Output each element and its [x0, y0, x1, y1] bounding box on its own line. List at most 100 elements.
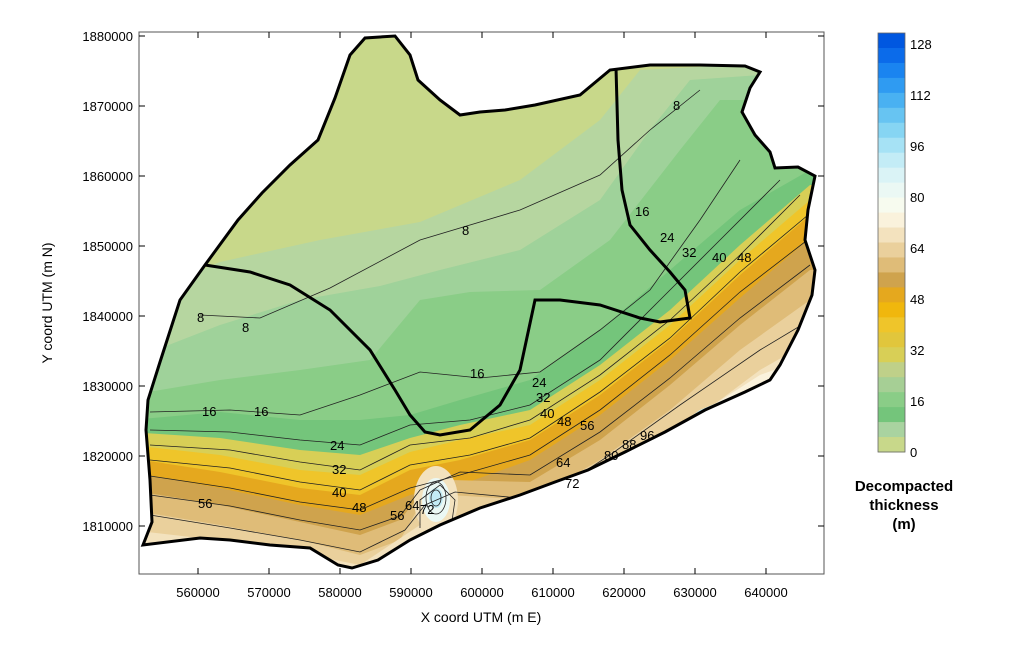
contour-label: 48 — [557, 414, 571, 429]
y-axis-title: Y coord UTM (m N) — [39, 242, 55, 363]
colorbar-swatch — [878, 272, 905, 288]
colorbar-swatch — [878, 212, 905, 229]
colorbar-swatch — [878, 257, 905, 273]
colorbar-swatch — [878, 122, 905, 139]
x-tick-label: 620000 — [602, 585, 645, 600]
colorbar-swatch — [878, 287, 905, 303]
contour-label: 48 — [352, 500, 366, 515]
contour-label: 24 — [532, 375, 546, 390]
contour-label: 24 — [330, 438, 344, 453]
y-tick-label: 1840000 — [82, 309, 133, 324]
colorbar-swatch — [878, 92, 905, 109]
x-tick-label: 560000 — [176, 585, 219, 600]
colorbar — [877, 32, 906, 453]
y-tick-label: 1810000 — [82, 519, 133, 534]
contour-label: 16 — [254, 404, 268, 419]
x-tick-label: 630000 — [673, 585, 716, 600]
contour-label: 56 — [198, 496, 212, 511]
contour-label: 64 — [556, 455, 570, 470]
contour-labels: 8 8 8 8 16 16 16 16 24 24 24 32 32 32 40… — [197, 98, 751, 523]
contour-label: 8 — [462, 223, 469, 238]
contour-label: 40 — [332, 485, 346, 500]
contour-label: 40 — [712, 250, 726, 265]
domain-boundaries — [140, 34, 817, 570]
x-tick-label: 610000 — [531, 585, 574, 600]
colorbar-title: Decompacted thickness (m) — [855, 478, 953, 533]
colorbar-swatch — [878, 137, 905, 154]
colorbar-swatch — [878, 347, 905, 363]
contour-label: 32 — [682, 245, 696, 260]
colorbar-swatch — [878, 377, 905, 393]
colorbar-title-line: (m) — [892, 516, 915, 533]
colorbar-label: 32 — [910, 343, 924, 358]
colorbar-swatch — [878, 227, 905, 243]
colorbar-label: 112 — [910, 88, 931, 103]
colorbar-label: 96 — [910, 139, 924, 154]
colorbar-swatch — [878, 33, 905, 49]
contour-label: 72 — [565, 476, 579, 491]
colorbar-swatch — [878, 362, 905, 378]
contour-label: 88 — [622, 437, 636, 452]
colorbar-swatch — [878, 317, 905, 333]
colorbar-title-line: Decompacted — [855, 478, 953, 495]
x-tick-label: 570000 — [247, 585, 290, 600]
contour-label: 64 — [405, 498, 419, 513]
y-tick-labels: 1880000 1870000 1860000 1850000 1840000 … — [82, 29, 133, 534]
contour-label: 8 — [242, 320, 249, 335]
colorbar-frame — [877, 32, 906, 453]
contour-label: 48 — [737, 250, 751, 265]
colorbar-labels: 128 112 96 80 64 48 32 16 0 — [910, 37, 932, 460]
x-tick-labels: 560000 570000 580000 590000 600000 61000… — [176, 585, 787, 600]
contour-label: 96 — [640, 428, 654, 443]
colorbar-swatch — [878, 197, 905, 214]
colorbar-label: 0 — [910, 445, 917, 460]
colorbar-swatch — [878, 167, 905, 184]
contour-label: 32 — [536, 390, 550, 405]
y-tick-label: 1830000 — [82, 379, 133, 394]
colorbar-swatch — [878, 332, 905, 348]
contour-label: 16 — [202, 404, 216, 419]
contour-label: 8 — [197, 310, 204, 325]
contour-label: 56 — [390, 508, 404, 523]
colorbar-swatch — [878, 152, 905, 169]
colorbar-swatch — [878, 422, 905, 438]
contour-label: 16 — [470, 366, 484, 381]
contour-label: 24 — [660, 230, 674, 245]
colorbar-swatch — [878, 107, 905, 124]
colorbar-swatch — [878, 407, 905, 423]
y-tick-label: 1820000 — [82, 449, 133, 464]
contour-label: 40 — [540, 406, 554, 421]
colorbar-swatch — [878, 242, 905, 258]
colorbar-swatch — [878, 62, 905, 79]
x-tick-label: 640000 — [744, 585, 787, 600]
x-axis — [197, 32, 767, 574]
contour-label: 72 — [420, 502, 434, 517]
y-tick-label: 1850000 — [82, 239, 133, 254]
contour-label: 16 — [635, 204, 649, 219]
x-tick-label: 580000 — [318, 585, 361, 600]
contour-label: 32 — [332, 462, 346, 477]
colorbar-swatch — [878, 437, 905, 453]
x-tick-label: 590000 — [389, 585, 432, 600]
colorbar-label: 48 — [910, 292, 924, 307]
y-axis — [139, 35, 824, 527]
colorbar-swatch — [878, 392, 905, 408]
colorbar-title-line: thickness — [869, 497, 938, 514]
colorbar-label: 128 — [910, 37, 932, 52]
contour-label: 56 — [580, 418, 594, 433]
y-tick-label: 1870000 — [82, 99, 133, 114]
colorbar-swatch — [878, 302, 905, 318]
colorbar-label: 80 — [910, 190, 924, 205]
contour-label: 8 — [673, 98, 680, 113]
y-tick-label: 1860000 — [82, 169, 133, 184]
colorbar-label: 64 — [910, 241, 924, 256]
colorbar-swatch — [878, 47, 905, 64]
contour-label: 80 — [604, 448, 618, 463]
x-tick-label: 600000 — [460, 585, 503, 600]
colorbar-swatch — [878, 77, 905, 94]
colorbar-swatch — [878, 182, 905, 199]
colorbar-label: 16 — [910, 394, 924, 409]
y-tick-label: 1880000 — [82, 29, 133, 44]
x-axis-title: X coord UTM (m E) — [421, 609, 542, 625]
